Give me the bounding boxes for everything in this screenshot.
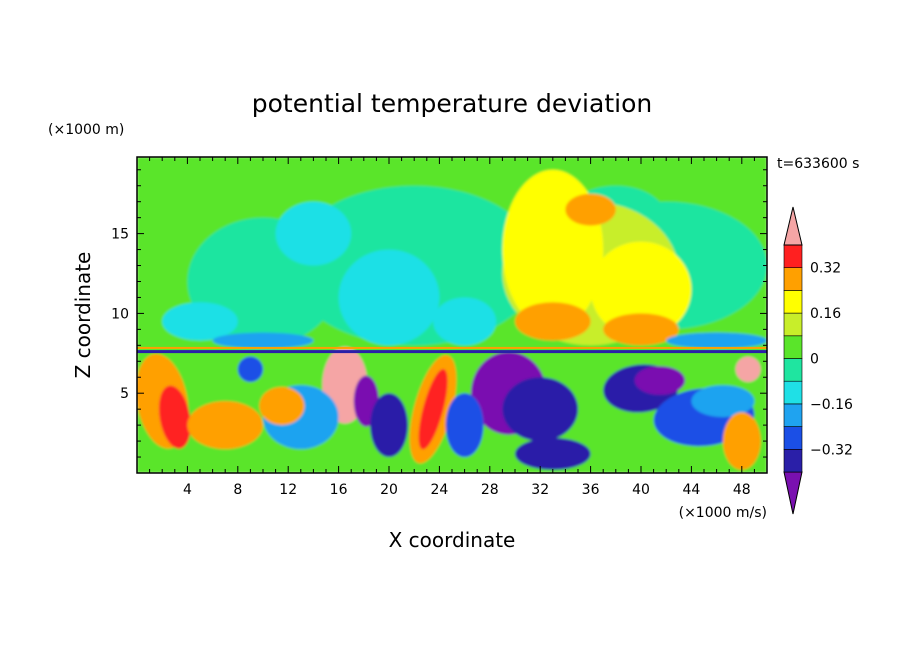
x-axis: 4 8 12 16 20 24 28 32 36 40 44 48 (149, 157, 755, 498)
contour-region (722, 412, 761, 470)
colorbar-segment (783, 448, 803, 473)
x-unit-label: (×1000 m/s) (679, 505, 767, 521)
x-tick-label: 16 (330, 482, 348, 498)
x-tick-label: 28 (481, 482, 499, 498)
x-tick-label: 8 (233, 482, 242, 498)
y-tick-label: 5 (120, 386, 129, 402)
x-tick-label: 36 (582, 482, 600, 498)
colorbar-segment (783, 267, 803, 291)
colorbar-extend-max (783, 206, 803, 246)
contour-field (137, 157, 767, 473)
contour-region (187, 401, 263, 450)
x-tick-label: 48 (733, 482, 751, 498)
contour-region (212, 332, 314, 349)
colorbar-tick-label: −0.32 (810, 442, 853, 458)
colorbar-tick-label: −0.16 (810, 397, 853, 413)
colorbar-segment (783, 403, 803, 427)
x-tick-label: 20 (380, 482, 398, 498)
time-label: t=633600 s (777, 156, 859, 172)
contour-region (338, 249, 440, 346)
colorbar: 0.32 0.16 0 −0.16 −0.32 (783, 206, 853, 515)
contour-region (502, 377, 578, 442)
contour-region (515, 302, 591, 341)
colorbar-segment (783, 335, 803, 359)
colorbar-tick-label: 0 (810, 352, 819, 368)
colorbar-tick-label: 0.16 (810, 306, 841, 322)
contour-region (370, 393, 408, 458)
y-tick-label: 10 (111, 306, 129, 322)
x-tick-label: 44 (682, 482, 700, 498)
colorbar-segment (783, 290, 803, 314)
contour-region (603, 313, 679, 346)
y-axis: 5 10 15 (111, 169, 767, 458)
contour-region (515, 437, 591, 470)
contour-region (666, 332, 767, 349)
colorbar-segment (783, 380, 803, 405)
contour-region (418, 368, 448, 450)
colorbar-segment (783, 358, 803, 382)
contour-region (158, 385, 191, 449)
inversion-layer (137, 346, 767, 349)
inversion-layer (137, 350, 767, 354)
x-tick-label: 24 (430, 482, 448, 498)
x-tick-label: 32 (531, 482, 549, 498)
contour-region (237, 356, 263, 383)
y-unit-label: (×1000 m) (48, 122, 124, 138)
x-tick-label: 12 (279, 482, 297, 498)
contour-region (691, 385, 755, 418)
contour-region (634, 366, 686, 395)
colorbar-segment (783, 312, 803, 337)
chart-title: potential temperature deviation (252, 89, 652, 118)
colorbar-extend-min (783, 471, 803, 515)
colorbar-tick-label: 0.32 (810, 261, 841, 277)
y-tick-label: 15 (111, 227, 129, 243)
contour-region (445, 393, 484, 458)
colorbar-segment (783, 244, 803, 269)
y-axis-title: Z coordinate (71, 252, 95, 379)
x-tick-label: 4 (183, 482, 192, 498)
colorbar-segment (783, 426, 803, 450)
contour-region (565, 193, 616, 226)
contour-region (275, 201, 352, 266)
contour-region (735, 356, 761, 383)
x-tick-label: 40 (632, 482, 650, 498)
x-axis-title: X coordinate (389, 528, 516, 552)
contour-region (162, 302, 238, 341)
contour-region (590, 241, 692, 338)
contour-region (259, 386, 305, 426)
contour-region (433, 297, 497, 346)
